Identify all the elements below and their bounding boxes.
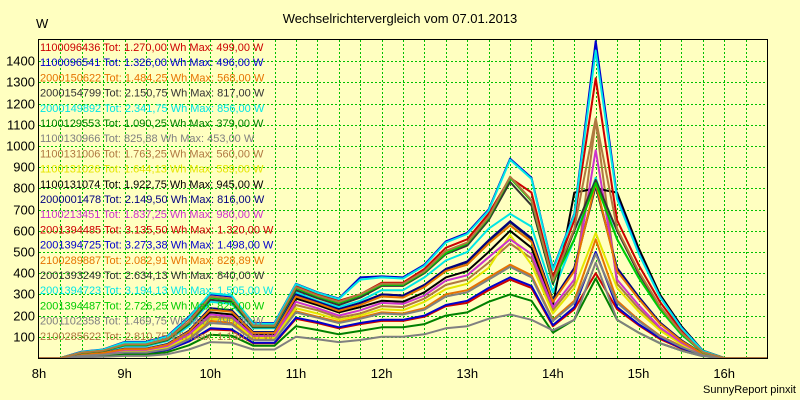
- series-line: [39, 149, 767, 359]
- legend-entry: 2100285622 Tot: 2.810,75 Wh Max: 1.130,0…: [40, 331, 274, 343]
- legend: 1100096436 Tot: 1.270,00 Wh Max: 499,00 …: [40, 42, 274, 343]
- legend-entry: 1100131026 Tot: 1.644,13 Wh Max: 589,00 …: [40, 164, 264, 176]
- legend-entry: 2000154799 Tot: 2.150,75 Wh Max: 817,00 …: [40, 88, 265, 100]
- legend-entry: 1100130966 Tot: 825,88 Wh Max: 453,00 W: [40, 133, 255, 145]
- y-tick-label: 1300: [6, 75, 35, 90]
- series-line: [39, 253, 767, 359]
- y-tick-label: 100: [13, 330, 35, 345]
- legend-entry: 1100131006 Tot: 1.763,25 Wh Max: 560,00 …: [40, 148, 264, 160]
- series-line: [39, 231, 767, 359]
- y-tick-label: 1400: [6, 54, 35, 69]
- series-lines: [39, 40, 767, 359]
- y-tick-label: 400: [13, 266, 35, 281]
- y-axis-label: W: [36, 16, 49, 31]
- chart-title: Wechselrichtervergleich vom 07.01.2013: [283, 11, 518, 26]
- y-tick-label: 800: [13, 181, 35, 196]
- legend-entry: 2001394487 Tot: 2.726,25 Wh Max: 825,00 …: [40, 300, 265, 312]
- y-tick-label: 600: [13, 224, 35, 239]
- axis-ticks: 100 200 300 400 500 600 700 800 900 1000 1100 1200 1…: [6, 54, 735, 382]
- legend-entry: 1100096436 Tot: 1.270,00 Wh Max: 499,00 …: [40, 42, 264, 54]
- x-tick-label: 13h: [456, 366, 478, 381]
- y-tick-label: 200: [13, 309, 35, 324]
- series-line: [39, 182, 767, 359]
- legend-entry: 2001102358 Tot: 1.469,75 Wh Max: 490,00 …: [40, 316, 264, 328]
- x-tick-label: 15h: [628, 366, 650, 381]
- legend-entry: 2100289887 Tot: 2.082,91 Wh Max: 828,89 …: [40, 255, 265, 267]
- y-tick-label: 500: [13, 245, 35, 260]
- y-tick-label: 900: [13, 160, 35, 175]
- x-tick-label: 16h: [713, 366, 735, 381]
- legend-entry: 2001393249 Tot: 2.634,13 Wh Max: 840,00 …: [40, 270, 265, 282]
- y-tick-label: 1200: [6, 97, 35, 112]
- x-tick-label: 8h: [32, 366, 46, 381]
- legend-entry: 2001394485 Tot: 3.135,50 Wh Max: 1.320,0…: [40, 224, 274, 236]
- legend-entry: 2000001478 Tot: 2.149,50 Wh Max: 816,00 …: [40, 194, 265, 206]
- legend-entry: 1100213451 Tot: 1.837,25 Wh Max: 980,00 …: [40, 209, 264, 221]
- legend-entry: 2000150622 Tot: 1.484,25 Wh Max: 568,00 …: [40, 72, 265, 84]
- series-line: [39, 49, 767, 359]
- legend-entry: 1100129553 Tot: 1.090,25 Wh Max: 379,00 …: [40, 118, 264, 130]
- x-tick-label: 10h: [199, 366, 221, 381]
- legend-entry: 1100131074 Tot: 1.922,75 Wh Max: 945,00 …: [40, 179, 264, 191]
- series-line: [39, 261, 767, 359]
- footer-text: SunnyReport pinxit: [703, 384, 796, 396]
- x-tick-label: 14h: [542, 366, 564, 381]
- x-tick-label: 11h: [286, 366, 307, 381]
- legend-entry: 2001394723 Tot: 3.194,13 Wh Max: 1.505,0…: [40, 285, 274, 297]
- y-tick-label: 1100: [7, 118, 35, 133]
- legend-entry: 1100096541 Tot: 1.326,00 Wh Max: 496,00 …: [40, 57, 264, 69]
- y-tick-label: 300: [13, 287, 35, 302]
- legend-entry: 2000149892 Tot: 2.341,75 Wh Max: 856,00 …: [40, 103, 265, 115]
- x-tick-label: 9h: [117, 366, 131, 381]
- y-tick-label: 1000: [6, 139, 35, 154]
- plot-frame: [38, 39, 768, 359]
- y-tick-label: 700: [13, 203, 35, 218]
- legend-entry: 2001394725 Tot: 3.273,38 Wh Max: 1.498,0…: [40, 240, 274, 252]
- x-tick-label: 12h: [371, 366, 393, 381]
- series-line: [39, 117, 767, 359]
